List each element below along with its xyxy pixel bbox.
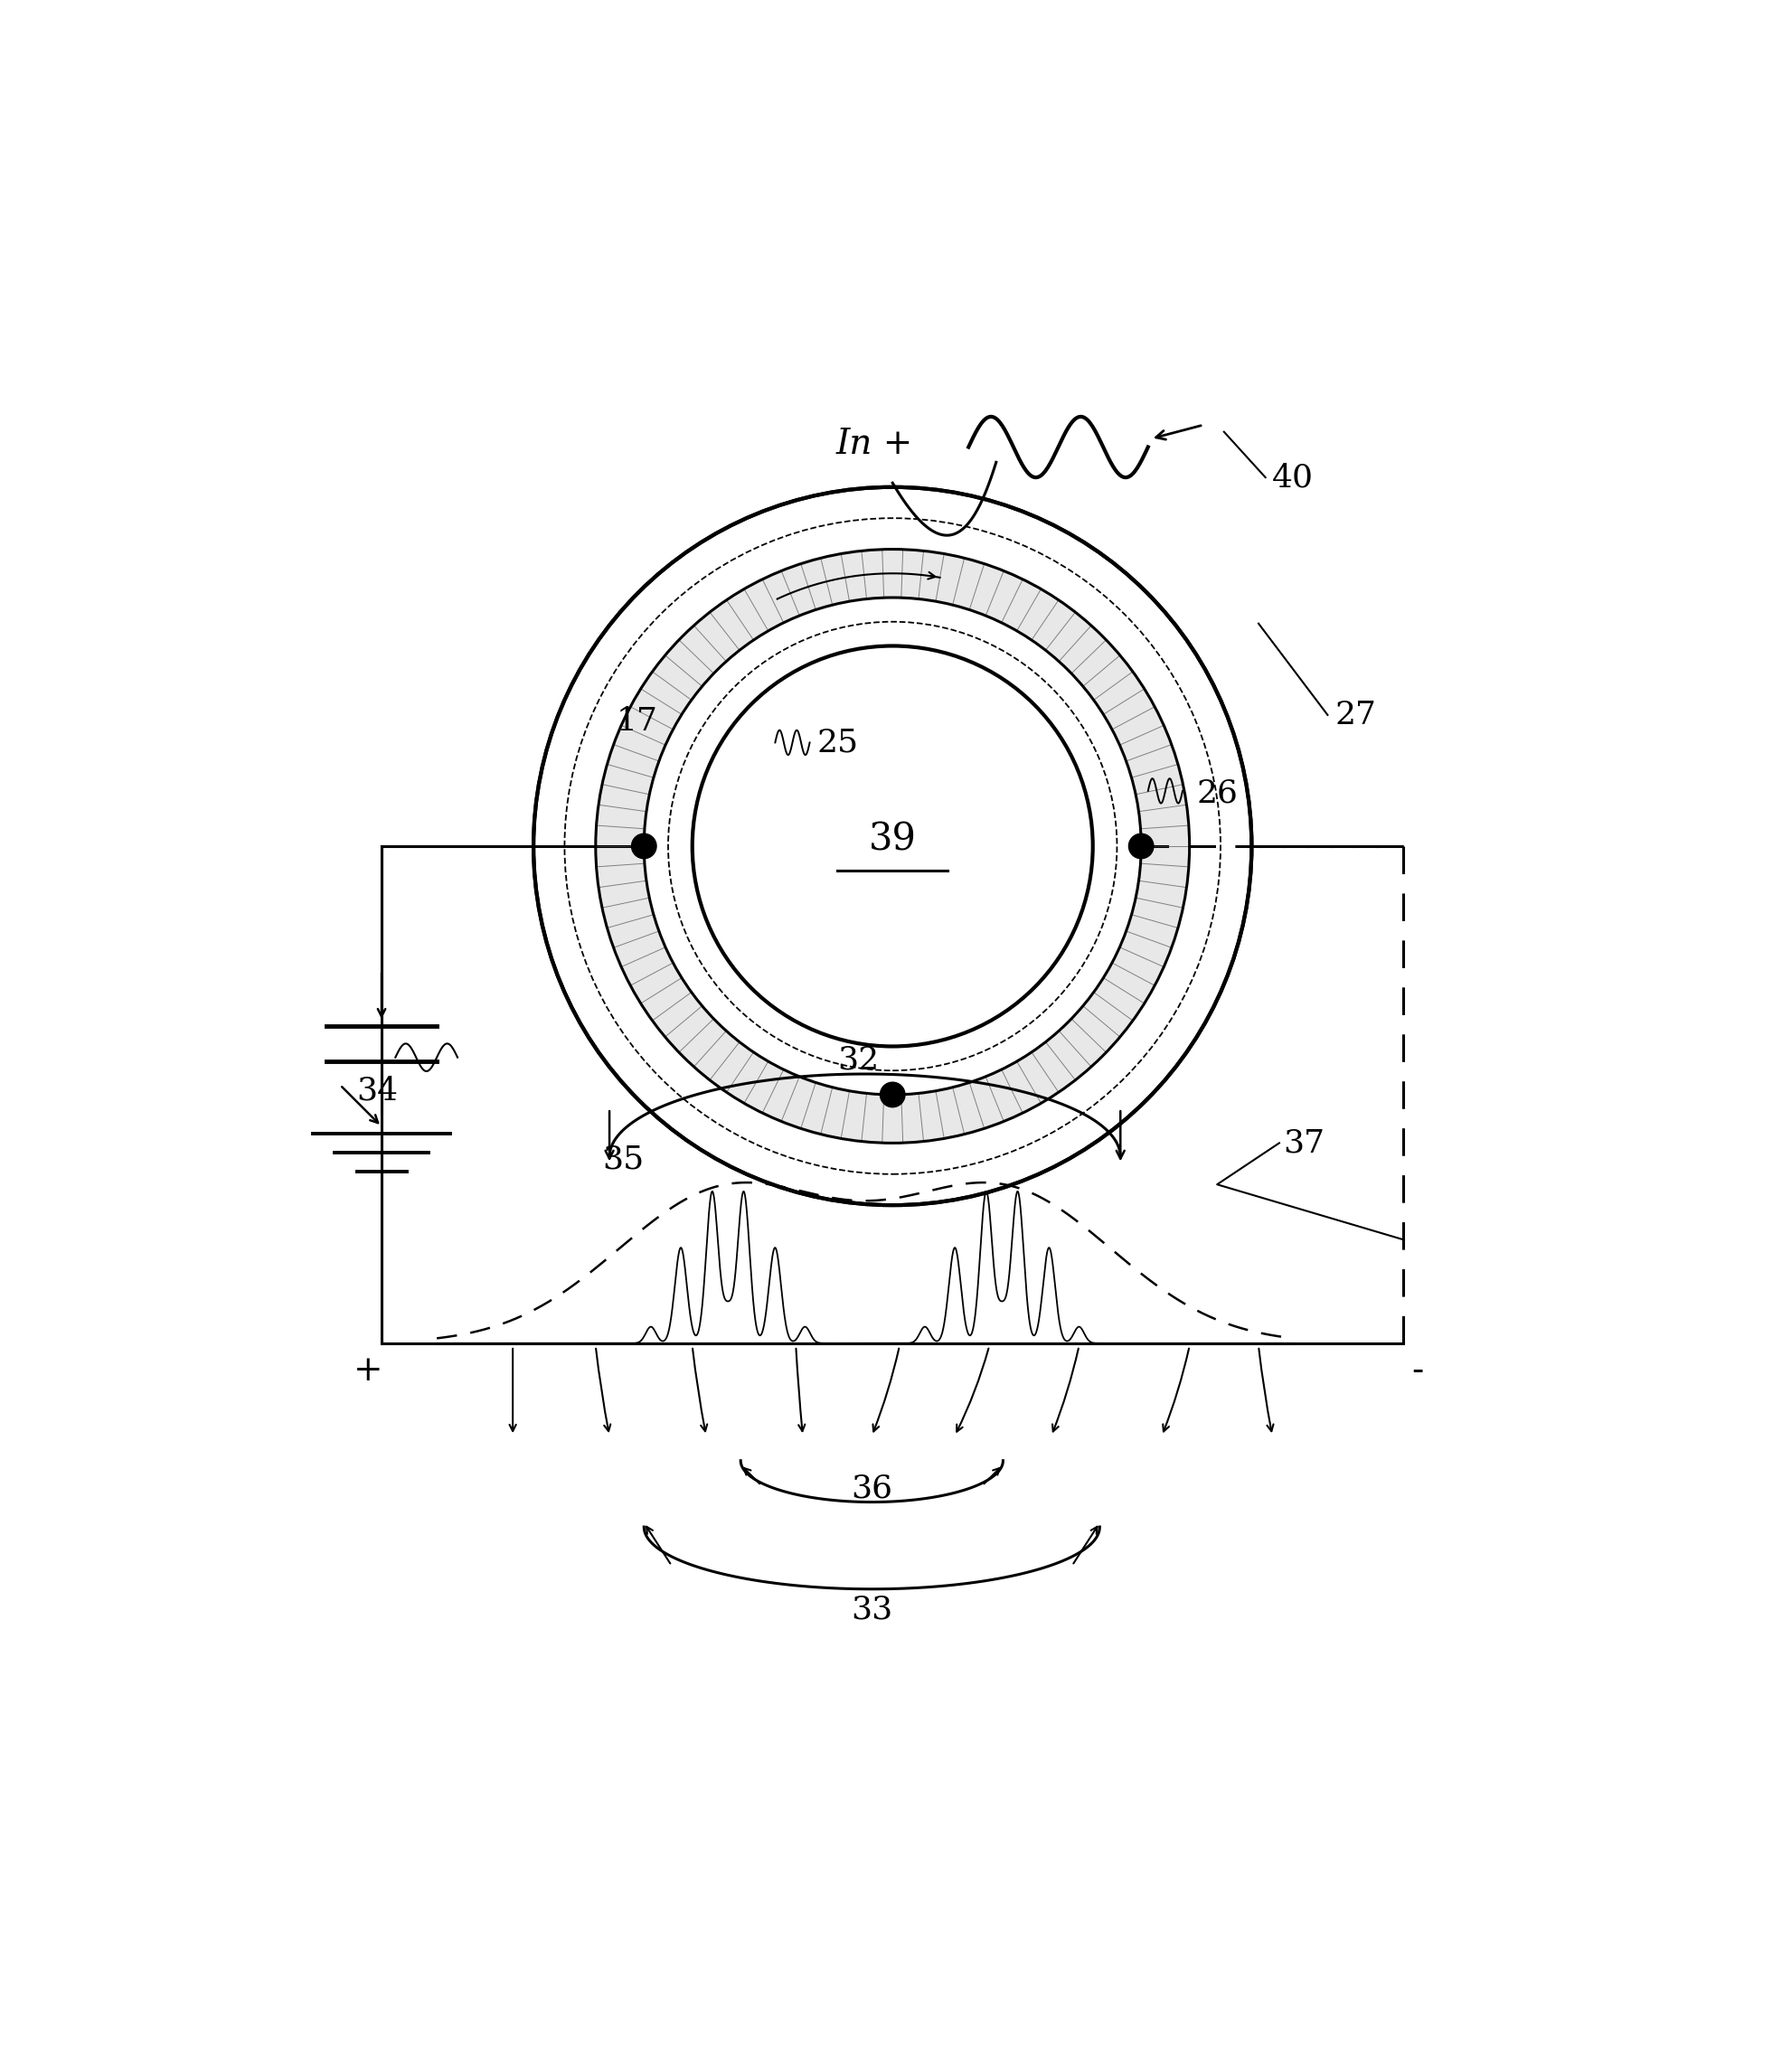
Text: 26: 26 bbox=[1196, 779, 1238, 808]
Text: 39: 39 bbox=[868, 821, 916, 858]
Text: 27: 27 bbox=[1335, 700, 1376, 729]
Text: 33: 33 bbox=[852, 1593, 893, 1624]
Circle shape bbox=[643, 597, 1140, 1094]
Circle shape bbox=[631, 833, 656, 858]
Text: 35: 35 bbox=[602, 1144, 643, 1175]
Text: -: - bbox=[1411, 1355, 1424, 1388]
Circle shape bbox=[533, 487, 1251, 1206]
Circle shape bbox=[880, 1082, 905, 1106]
Circle shape bbox=[691, 646, 1092, 1046]
Text: 17: 17 bbox=[617, 707, 658, 738]
Text: 25: 25 bbox=[816, 727, 859, 758]
Circle shape bbox=[1128, 833, 1153, 858]
Text: 32: 32 bbox=[838, 1044, 879, 1075]
Text: 37: 37 bbox=[1283, 1127, 1326, 1158]
Text: 34: 34 bbox=[356, 1075, 399, 1106]
Circle shape bbox=[595, 549, 1190, 1144]
Text: 36: 36 bbox=[852, 1473, 893, 1504]
Text: +: + bbox=[353, 1355, 383, 1388]
Text: 40: 40 bbox=[1272, 462, 1313, 493]
Text: In +: In + bbox=[836, 427, 912, 460]
